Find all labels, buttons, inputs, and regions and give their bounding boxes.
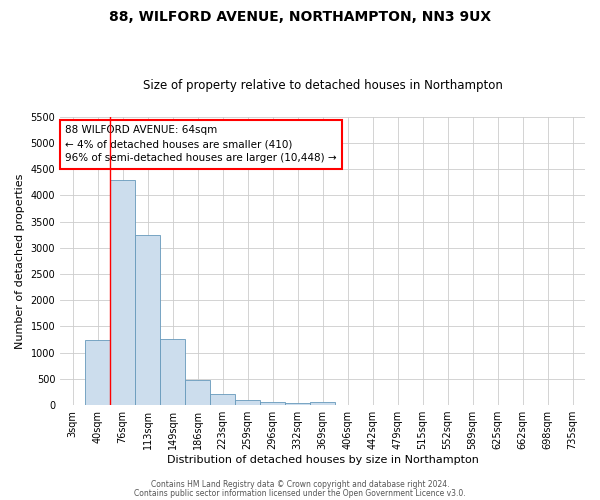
Bar: [185, 380, 210, 405]
Bar: [85, 340, 110, 405]
Bar: [285, 403, 310, 405]
Bar: [260, 402, 285, 405]
X-axis label: Distribution of detached houses by size in Northampton: Distribution of detached houses by size …: [167, 455, 479, 465]
Text: Contains public sector information licensed under the Open Government Licence v3: Contains public sector information licen…: [134, 488, 466, 498]
Bar: [210, 394, 235, 405]
Title: Size of property relative to detached houses in Northampton: Size of property relative to detached ho…: [143, 79, 503, 92]
Text: Contains HM Land Registry data © Crown copyright and database right 2024.: Contains HM Land Registry data © Crown c…: [151, 480, 449, 489]
Bar: [160, 338, 185, 405]
Bar: [310, 402, 335, 405]
Text: 88 WILFORD AVENUE: 64sqm
← 4% of detached houses are smaller (410)
96% of semi-d: 88 WILFORD AVENUE: 64sqm ← 4% of detache…: [65, 126, 337, 164]
Y-axis label: Number of detached properties: Number of detached properties: [15, 173, 25, 348]
Bar: [110, 180, 135, 405]
Bar: [235, 400, 260, 405]
Bar: [135, 234, 160, 405]
Text: 88, WILFORD AVENUE, NORTHAMPTON, NN3 9UX: 88, WILFORD AVENUE, NORTHAMPTON, NN3 9UX: [109, 10, 491, 24]
